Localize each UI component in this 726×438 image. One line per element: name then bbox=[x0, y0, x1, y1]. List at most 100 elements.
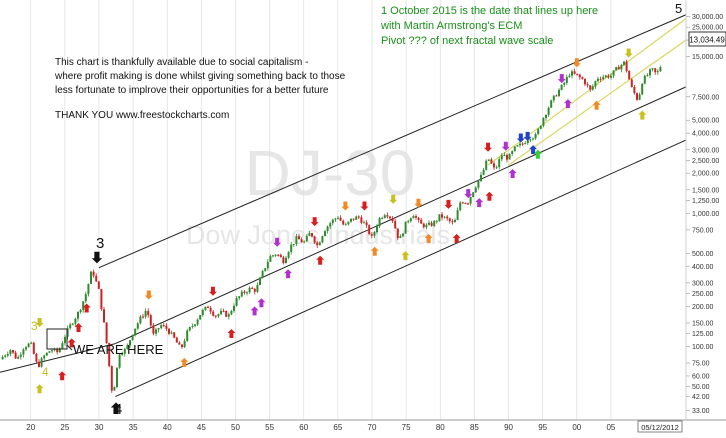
candle-body bbox=[503, 155, 506, 157]
candle-body bbox=[394, 221, 397, 229]
candle-body bbox=[446, 216, 449, 219]
channel-line bbox=[98, 14, 687, 269]
candle-body bbox=[196, 319, 199, 325]
candle-body bbox=[513, 146, 516, 152]
x-tick-label: 00 bbox=[572, 423, 581, 432]
x-tick-label: 75 bbox=[402, 423, 411, 432]
candle-body bbox=[633, 86, 636, 94]
candle-body bbox=[285, 257, 287, 264]
candle-body bbox=[545, 114, 547, 119]
candle-body bbox=[376, 226, 378, 233]
candle-body bbox=[152, 325, 155, 334]
we-are-here-label: WE ARE HERE bbox=[73, 342, 164, 357]
candle-body bbox=[313, 236, 316, 243]
candle-body bbox=[222, 310, 225, 312]
y-tick-label: 250.00 bbox=[692, 291, 714, 298]
candle-body bbox=[516, 145, 519, 147]
candle-body bbox=[4, 355, 7, 357]
candle-body bbox=[300, 239, 303, 243]
candle-body bbox=[357, 216, 360, 218]
candle-body bbox=[597, 78, 599, 82]
candle-body bbox=[6, 353, 9, 356]
candle-body bbox=[56, 348, 59, 353]
up-arrow-marker bbox=[370, 246, 379, 256]
candle-body bbox=[651, 68, 654, 70]
candle-body bbox=[181, 344, 183, 347]
candle-body bbox=[396, 228, 399, 239]
candle-body bbox=[194, 324, 196, 326]
watermark-name: Dow Jones Industrials bbox=[186, 220, 450, 250]
x-tick-label: 65 bbox=[333, 423, 342, 432]
candle-body bbox=[207, 306, 209, 308]
candle-body bbox=[599, 78, 602, 80]
candle-body bbox=[350, 218, 352, 222]
candle-body bbox=[248, 287, 251, 293]
watermark: DJ-30 Dow Jones Industrials bbox=[186, 137, 450, 250]
candle-body bbox=[261, 270, 264, 278]
candle-body bbox=[240, 291, 243, 297]
candle-body bbox=[542, 118, 545, 126]
candle-body bbox=[539, 125, 542, 129]
x-tick-label: 70 bbox=[368, 423, 377, 432]
channel-line bbox=[115, 86, 687, 345]
candle-body bbox=[220, 310, 222, 315]
candle-body bbox=[399, 236, 402, 239]
candle-body bbox=[160, 325, 163, 329]
candle-body bbox=[461, 202, 464, 204]
x-tick-label: 80 bbox=[436, 423, 445, 432]
y-tick-label: 200.00 bbox=[692, 304, 714, 311]
last-date-box bbox=[637, 420, 683, 433]
up-arrow-marker bbox=[35, 384, 44, 394]
candle-body bbox=[500, 155, 503, 160]
candle-body bbox=[464, 202, 467, 204]
candle-body bbox=[636, 93, 638, 100]
candle-body bbox=[298, 236, 300, 240]
x-tick-label: 20 bbox=[26, 423, 35, 432]
candle-body bbox=[352, 218, 355, 220]
candle-body bbox=[529, 139, 532, 141]
x-tick-label: 35 bbox=[129, 423, 138, 432]
candle-body bbox=[246, 292, 248, 294]
y-tick-label: 7,500.00 bbox=[692, 94, 719, 101]
y-tick-label: 4,000.00 bbox=[692, 131, 719, 138]
candle-body bbox=[103, 309, 105, 323]
down-arrow-marker bbox=[464, 189, 473, 199]
y-tick-label: 2,500.00 bbox=[692, 158, 719, 165]
candle-body bbox=[144, 310, 147, 317]
candle-body bbox=[134, 328, 137, 335]
candle-body bbox=[157, 328, 160, 330]
up-arrow-marker bbox=[284, 269, 293, 279]
candle-body bbox=[337, 217, 339, 219]
y-tick-label: 30,000.00 bbox=[692, 14, 723, 21]
candle-body bbox=[17, 356, 20, 359]
candle-body bbox=[238, 296, 241, 299]
candle-body bbox=[485, 160, 488, 170]
candle-body bbox=[355, 216, 358, 220]
we-are-here-pointer bbox=[66, 344, 73, 351]
down-arrow-marker bbox=[501, 141, 510, 151]
candle-body bbox=[227, 314, 230, 317]
candle-body bbox=[178, 342, 181, 345]
candle-body bbox=[643, 75, 646, 84]
candle-body bbox=[1, 356, 4, 360]
candle-body bbox=[118, 354, 121, 368]
candle-body bbox=[32, 342, 35, 354]
x-tick-label: 60 bbox=[299, 423, 308, 432]
candle-body bbox=[199, 315, 202, 320]
candle-body bbox=[623, 61, 625, 66]
candle-body bbox=[326, 226, 329, 232]
candle-body bbox=[113, 387, 116, 391]
candle-body bbox=[19, 354, 22, 357]
candle-body bbox=[311, 233, 313, 237]
candle-body bbox=[425, 224, 428, 228]
candle-body bbox=[90, 271, 92, 284]
down-arrow-marker bbox=[484, 142, 493, 152]
y-tick-label: 75.00 bbox=[692, 361, 710, 368]
candle-body bbox=[344, 224, 347, 226]
candle-body bbox=[578, 74, 581, 78]
candle-body bbox=[560, 84, 563, 90]
candle-body bbox=[451, 221, 454, 223]
candle-body bbox=[100, 288, 103, 310]
credit-note-line-3: less fortunate to implrove their opportu… bbox=[55, 85, 329, 96]
